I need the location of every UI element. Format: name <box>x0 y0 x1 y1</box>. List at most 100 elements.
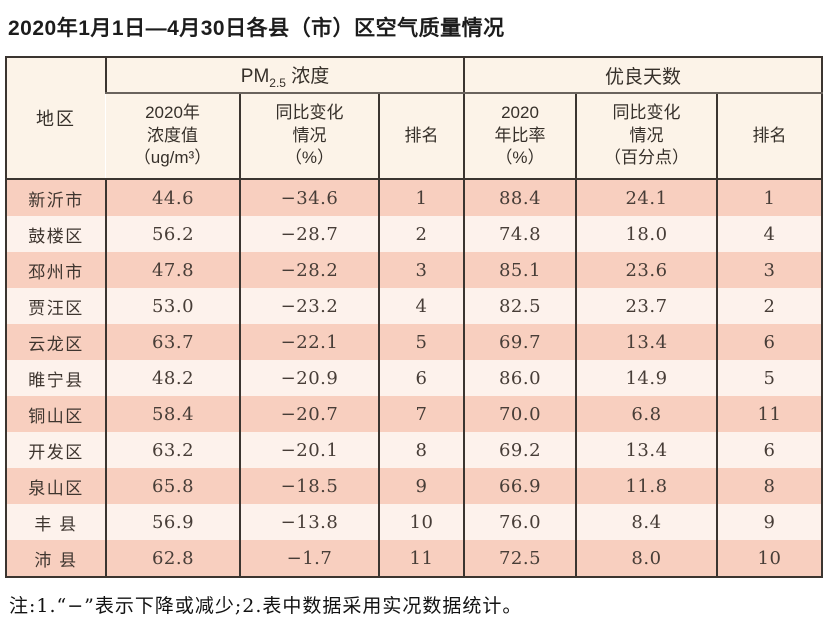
header-good-change-line1: 同比变化 <box>612 103 681 123</box>
footnote: 注:1.“−”表示下降或减少;2.表中数据采用实况数据统计。 <box>9 595 523 617</box>
cell-good-change: 8.4 <box>575 504 717 540</box>
cell-good-rank: 8 <box>715 468 823 504</box>
pm25-label-sub: 2.5 <box>269 75 286 90</box>
cell-pm-rank: 1 <box>378 179 464 216</box>
cell-pm-value: 47.8 <box>105 252 240 288</box>
header-group-good-days: 优良天数 <box>462 57 823 94</box>
header-good-change: 同比变化 情况 （百分点） <box>575 93 717 180</box>
cell-region: 开发区 <box>28 442 84 462</box>
cell-region: 鼓楼区 <box>28 226 84 246</box>
table-row: 贾汪区 53.0 −23.2 4 82.5 23.7 2 <box>6 288 823 324</box>
cell-good-rate: 74.8 <box>463 216 576 252</box>
cell-region: 沛 县 <box>34 550 78 570</box>
header-good-rate: 2020 年比率 （%） <box>463 93 576 180</box>
table-row: 铜山区 58.4 −20.7 7 70.0 6.8 11 <box>6 396 823 432</box>
cell-good-rank: 3 <box>715 252 823 288</box>
cell-pm-value: 53.0 <box>105 288 240 324</box>
cell-good-rate: 72.5 <box>463 540 576 577</box>
cell-good-rate: 76.0 <box>463 504 576 540</box>
cell-pm-value: 65.8 <box>105 468 240 504</box>
cell-good-rank: 5 <box>715 360 823 396</box>
cell-region: 铜山区 <box>28 406 84 426</box>
cell-region: 新沂市 <box>28 190 84 210</box>
cell-good-change: 23.6 <box>575 252 717 288</box>
cell-good-rank: 9 <box>715 504 823 540</box>
cell-good-change: 6.8 <box>575 396 717 432</box>
header-pm-rank: 排名 <box>378 93 464 180</box>
cell-good-change: 8.0 <box>575 540 717 577</box>
cell-pm-change: −20.9 <box>239 360 379 396</box>
header-pm-value-line1: 2020年 <box>145 103 200 123</box>
cell-pm-rank: 2 <box>378 216 464 252</box>
cell-pm-value: 62.8 <box>105 540 240 577</box>
header-sub-row: 2020年 浓度值 （ug/m³） 同比变化 情况 （%） 排名 2020 年比… <box>6 93 823 180</box>
pm25-label-main: PM <box>240 65 270 87</box>
cell-pm-value: 48.2 <box>105 360 240 396</box>
cell-pm-rank: 4 <box>378 288 464 324</box>
pm25-label-rest: 浓度 <box>285 65 330 87</box>
cell-pm-value: 63.7 <box>105 324 240 360</box>
cell-good-rank: 6 <box>715 432 823 468</box>
cell-pm-rank: 11 <box>378 540 464 577</box>
cell-good-rate: 82.5 <box>463 288 576 324</box>
header-pm-value: 2020年 浓度值 （ug/m³） <box>106 93 240 180</box>
header-good-change-line3: （百分点） <box>604 148 689 168</box>
cell-pm-change: −22.1 <box>239 324 379 360</box>
cell-pm-change: −20.7 <box>239 396 379 432</box>
cell-pm-change: −28.7 <box>239 216 379 252</box>
cell-good-change: 11.8 <box>575 468 717 504</box>
cell-region: 云龙区 <box>28 334 84 354</box>
header-region: 地区 <box>6 57 106 180</box>
header-good-rate-line3: （%） <box>495 148 545 168</box>
table-row: 新沂市 44.6 −34.6 1 88.4 24.1 1 <box>6 179 823 216</box>
cell-pm-rank: 6 <box>378 360 464 396</box>
header-good-rate-line1: 2020 <box>501 103 539 123</box>
header-group-pm25: PM2.5 浓度 <box>105 57 464 94</box>
header-pm-value-line2: 浓度值 <box>147 125 198 145</box>
header-good-change-line2: 情况 <box>629 125 664 145</box>
cell-pm-rank: 3 <box>378 252 464 288</box>
header-pm-change-line1: 同比变化 <box>275 103 344 123</box>
cell-pm-rank: 9 <box>378 468 464 504</box>
cell-pm-change: −13.8 <box>239 504 379 540</box>
table-row: 鼓楼区 56.2 −28.7 2 74.8 18.0 4 <box>6 216 823 252</box>
table-row: 开发区 63.2 −20.1 8 69.2 13.4 6 <box>6 432 823 468</box>
header-pm-change: 同比变化 情况 （%） <box>239 93 379 180</box>
table-body: 新沂市 44.6 −34.6 1 88.4 24.1 1 鼓楼区 56.2 −2… <box>6 179 823 577</box>
cell-good-change: 14.9 <box>575 360 717 396</box>
table-row: 沛 县 62.8 −1.7 11 72.5 8.0 10 <box>6 540 823 577</box>
header-good-rate-line2: 年比率 <box>494 125 546 145</box>
cell-pm-value: 56.9 <box>105 504 240 540</box>
cell-region: 丰 县 <box>34 514 78 534</box>
cell-good-rate: 85.1 <box>463 252 576 288</box>
cell-pm-change: −1.7 <box>239 540 379 577</box>
table-row: 睢宁县 48.2 −20.9 6 86.0 14.9 5 <box>6 360 823 396</box>
table-row: 丰 县 56.9 −13.8 10 76.0 8.4 9 <box>6 504 823 540</box>
cell-good-rate: 70.0 <box>463 396 576 432</box>
cell-region: 泉山区 <box>28 478 84 498</box>
cell-pm-rank: 10 <box>378 504 464 540</box>
cell-good-rank: 2 <box>715 288 823 324</box>
cell-good-change: 13.4 <box>575 324 717 360</box>
cell-good-rank: 1 <box>715 179 823 216</box>
header-pm-change-line3: （%） <box>284 148 335 168</box>
cell-good-rank: 6 <box>715 324 823 360</box>
cell-pm-value: 58.4 <box>105 396 240 432</box>
cell-region: 贾汪区 <box>28 298 84 318</box>
cell-good-change: 18.0 <box>575 216 717 252</box>
header-pm-value-line3: （ug/m³） <box>133 148 212 168</box>
cell-good-change: 13.4 <box>575 432 717 468</box>
cell-pm-value: 56.2 <box>105 216 240 252</box>
cell-pm-change: −20.1 <box>239 432 379 468</box>
cell-region: 睢宁县 <box>28 370 84 390</box>
cell-good-rank: 11 <box>715 396 823 432</box>
cell-pm-value: 63.2 <box>105 432 240 468</box>
air-quality-table: 地区 PM2.5 浓度 优良天数 2020年 浓度值 （ug/m³） 同比变化 … <box>5 56 824 578</box>
table-row: 云龙区 63.7 −22.1 5 69.7 13.4 6 <box>6 324 823 360</box>
cell-good-rate: 88.4 <box>463 179 576 216</box>
cell-pm-change: −18.5 <box>239 468 379 504</box>
table-row: 泉山区 65.8 −18.5 9 66.9 11.8 8 <box>6 468 823 504</box>
header-good-rank: 排名 <box>715 93 823 180</box>
cell-good-rank: 4 <box>715 216 823 252</box>
